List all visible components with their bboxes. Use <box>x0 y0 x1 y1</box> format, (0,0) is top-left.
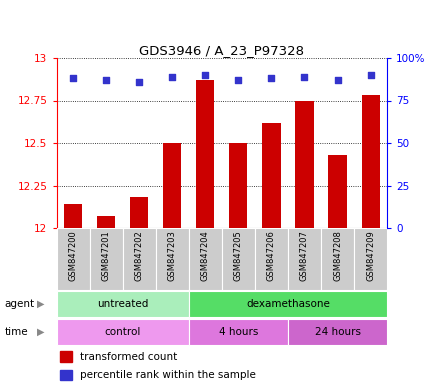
Bar <box>56 291 188 316</box>
Point <box>333 77 340 83</box>
Bar <box>328 155 346 228</box>
Text: percentile rank within the sample: percentile rank within the sample <box>79 370 255 380</box>
Bar <box>64 204 82 228</box>
Text: 4 hours: 4 hours <box>218 327 257 337</box>
Text: GSM847201: GSM847201 <box>102 230 110 281</box>
Text: GSM847203: GSM847203 <box>168 230 176 281</box>
Text: dexamethasone: dexamethasone <box>246 299 329 309</box>
Text: ▶: ▶ <box>37 299 44 309</box>
Bar <box>163 143 181 228</box>
Point <box>201 72 208 78</box>
Point <box>102 77 109 83</box>
Bar <box>361 95 379 228</box>
Bar <box>295 101 313 228</box>
Bar <box>60 369 72 380</box>
Bar <box>353 228 386 290</box>
Bar <box>320 228 353 290</box>
Text: ▶: ▶ <box>37 327 44 337</box>
Text: GSM847204: GSM847204 <box>201 230 209 281</box>
Bar <box>229 143 247 228</box>
Text: control: control <box>104 327 141 337</box>
Bar <box>262 122 280 228</box>
Text: GSM847209: GSM847209 <box>365 230 374 281</box>
Bar <box>56 319 188 344</box>
Point <box>168 74 175 80</box>
Text: GSM847202: GSM847202 <box>135 230 143 281</box>
Title: GDS3946 / A_23_P97328: GDS3946 / A_23_P97328 <box>139 44 304 57</box>
Text: 24 hours: 24 hours <box>314 327 360 337</box>
Point <box>366 72 373 78</box>
Point <box>234 77 241 83</box>
Text: untreated: untreated <box>97 299 148 309</box>
Bar <box>254 228 287 290</box>
Bar <box>287 319 386 344</box>
Text: GSM847205: GSM847205 <box>233 230 242 281</box>
Bar <box>221 228 254 290</box>
Bar <box>89 228 122 290</box>
Text: GSM847206: GSM847206 <box>266 230 275 281</box>
Point <box>69 75 76 81</box>
Point <box>267 75 274 81</box>
Text: transformed count: transformed count <box>79 352 177 362</box>
Bar <box>60 351 72 362</box>
Text: GSM847207: GSM847207 <box>299 230 308 281</box>
Text: agent: agent <box>4 299 34 309</box>
Bar <box>122 228 155 290</box>
Bar <box>56 228 89 290</box>
Bar <box>196 80 214 228</box>
Point <box>135 79 142 85</box>
Bar <box>130 197 148 228</box>
Bar <box>97 216 115 228</box>
Text: time: time <box>4 327 28 337</box>
Text: GSM847208: GSM847208 <box>332 230 341 281</box>
Bar <box>188 319 287 344</box>
Bar <box>188 291 386 316</box>
Bar <box>155 228 188 290</box>
Text: GSM847200: GSM847200 <box>69 230 77 281</box>
Bar <box>287 228 320 290</box>
Bar <box>188 228 221 290</box>
Point <box>300 74 307 80</box>
